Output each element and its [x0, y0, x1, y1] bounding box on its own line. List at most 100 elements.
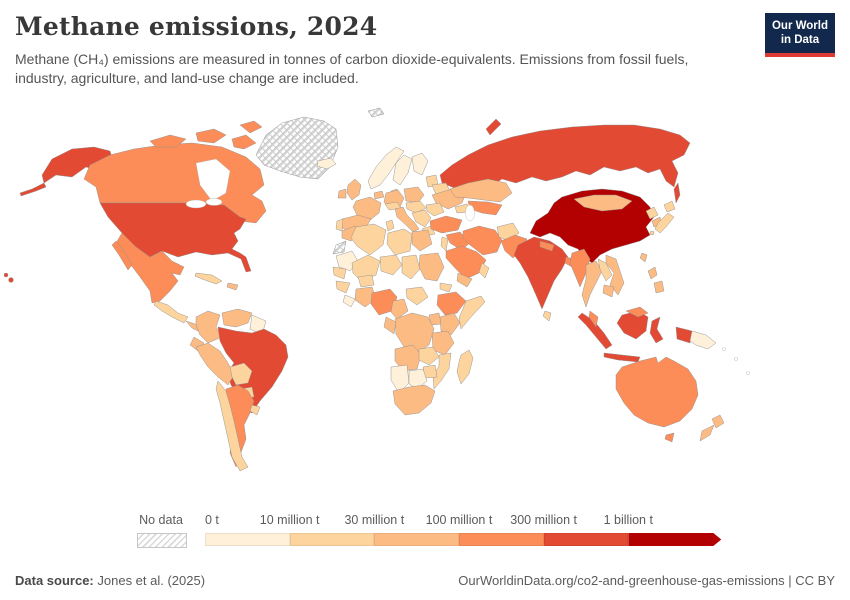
country-niger[interactable] [379, 254, 403, 276]
country-indonesia[interactable] [675, 326, 693, 344]
country-mexico[interactable] [115, 232, 185, 304]
country-mozambique[interactable] [432, 352, 452, 390]
country-madagascar[interactable] [456, 349, 474, 385]
country-burkina-faso[interactable] [357, 274, 375, 288]
legend-bin-0[interactable] [205, 533, 290, 546]
country-papua-new-guinea[interactable] [689, 330, 717, 350]
country-svalbard[interactable] [367, 107, 385, 118]
country-guinea[interactable] [335, 280, 351, 294]
legend-bin-4[interactable] [543, 533, 629, 546]
country-mongolia[interactable] [573, 194, 633, 212]
country-poland[interactable] [403, 186, 425, 204]
country-russia[interactable] [485, 118, 502, 136]
country-italy[interactable] [394, 206, 420, 233]
country-new-zealand[interactable] [699, 424, 715, 442]
country-finland[interactable] [411, 152, 429, 176]
country-uk[interactable] [346, 178, 362, 201]
legend-bin-3[interactable] [458, 533, 544, 546]
country-netherlands-belgium[interactable] [373, 190, 385, 200]
country-balkans[interactable] [411, 209, 432, 228]
country-botswana[interactable] [408, 368, 428, 390]
owid-logo[interactable]: Our World in Data [764, 13, 835, 57]
country-indonesia[interactable] [603, 352, 641, 363]
country-canada[interactable] [195, 128, 227, 144]
country-iceland[interactable] [316, 157, 337, 170]
country-uruguay[interactable] [249, 404, 261, 416]
country-greenland[interactable] [255, 116, 339, 180]
country-myanmar[interactable] [569, 248, 591, 288]
country-japan[interactable] [663, 200, 676, 213]
country-usa[interactable] [19, 182, 47, 197]
country-libya[interactable] [386, 228, 413, 256]
country-chile[interactable] [215, 380, 249, 472]
country-japan[interactable] [654, 212, 675, 234]
country-cuba[interactable] [194, 272, 223, 285]
country-thailand[interactable] [581, 260, 603, 308]
country-israel-jordan[interactable] [440, 236, 449, 252]
country-malaysia[interactable] [625, 306, 649, 318]
country-philippines[interactable] [647, 266, 658, 280]
country-gabon-congo[interactable] [383, 316, 397, 335]
country-ireland[interactable] [337, 188, 347, 199]
country-usa[interactable] [8, 277, 14, 283]
country-eritrea[interactable] [439, 282, 453, 293]
country-indonesia[interactable] [649, 316, 664, 344]
country-russia[interactable] [673, 182, 681, 204]
country-tunisia[interactable] [385, 219, 395, 232]
country-mexico[interactable] [111, 240, 133, 271]
country-egypt[interactable] [411, 229, 433, 252]
country-south-africa[interactable] [392, 384, 436, 416]
country-canada[interactable] [231, 134, 257, 150]
country-western-sahara[interactable] [332, 240, 347, 255]
country-somalia[interactable] [458, 295, 486, 330]
country-laos[interactable] [597, 258, 613, 282]
country-usa[interactable] [3, 272, 9, 278]
country-sweden[interactable] [392, 154, 413, 186]
country-australia[interactable] [664, 432, 675, 443]
country-mali[interactable] [351, 254, 381, 282]
country-kenya[interactable] [439, 312, 461, 336]
country-drc[interactable] [394, 312, 435, 354]
country-guatemala-region[interactable] [153, 300, 189, 324]
country-sudan[interactable] [418, 252, 445, 282]
country-australia[interactable] [615, 356, 699, 428]
legend-bin-5[interactable] [628, 533, 721, 546]
country-chad[interactable] [401, 254, 421, 280]
country-new-zealand[interactable] [711, 414, 725, 429]
country-romania[interactable] [425, 202, 445, 217]
country-japan[interactable] [649, 230, 655, 236]
legend-bin-1[interactable] [289, 533, 375, 546]
country-sierra-liberia[interactable] [342, 294, 356, 308]
country-turkey[interactable] [429, 215, 463, 234]
country-ivory-ghana[interactable] [354, 286, 377, 308]
country-hispaniola[interactable] [226, 282, 239, 291]
country-ethiopia[interactable] [436, 291, 467, 316]
country-bolivia[interactable] [229, 362, 253, 386]
country-cameroon[interactable] [390, 298, 409, 320]
country-iran[interactable] [462, 225, 503, 256]
country-saudi-arabia[interactable] [445, 245, 487, 280]
country-algeria[interactable] [350, 223, 387, 256]
country-india[interactable] [513, 236, 569, 310]
country-yemen[interactable] [456, 272, 473, 288]
legend-no-data-swatch[interactable] [137, 533, 187, 548]
country-namibia[interactable] [390, 364, 410, 394]
country-angola[interactable] [394, 344, 422, 372]
country-philippines[interactable] [653, 280, 665, 294]
credit-line[interactable]: OurWorldinData.org/co2-and-greenhouse-ga… [458, 573, 835, 588]
country-indonesia[interactable] [616, 310, 649, 340]
country-norway[interactable] [367, 146, 405, 190]
country-france[interactable] [352, 196, 382, 222]
country-central-african-republic[interactable] [405, 286, 429, 306]
country-senegal[interactable] [332, 266, 347, 280]
country-portugal[interactable] [335, 218, 344, 232]
country-sri-lanka[interactable] [542, 310, 552, 322]
country-zambia[interactable] [418, 346, 440, 366]
country-taiwan[interactable] [639, 252, 648, 263]
country-vietnam[interactable] [605, 254, 625, 296]
country-oman[interactable] [478, 262, 490, 279]
country-north-korea[interactable] [645, 206, 659, 220]
country-canada[interactable] [239, 120, 263, 134]
country-cambodia[interactable] [602, 284, 615, 298]
legend-bin-2[interactable] [374, 533, 459, 546]
